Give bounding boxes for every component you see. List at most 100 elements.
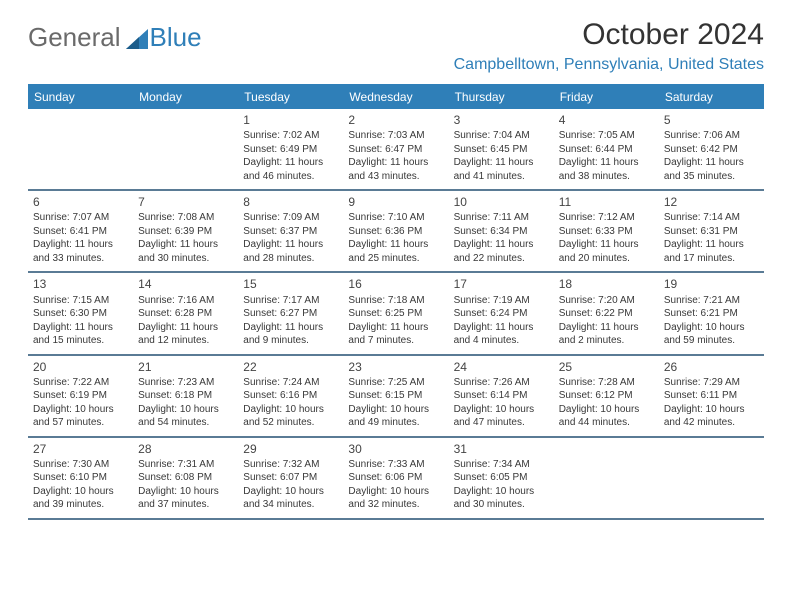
weeks-container: 1Sunrise: 7:02 AMSunset: 6:49 PMDaylight… [28,109,764,520]
sunset-text: Sunset: 6:08 PM [138,471,233,485]
day-cell: 17Sunrise: 7:19 AMSunset: 6:24 PMDayligh… [449,273,554,353]
daylight-text: and 20 minutes. [559,252,654,266]
sunrise-text: Sunrise: 7:31 AM [138,458,233,472]
daylight-text: Daylight: 11 hours [243,238,338,252]
daylight-text: Daylight: 11 hours [348,238,443,252]
sunset-text: Sunset: 6:07 PM [243,471,338,485]
sunrise-text: Sunrise: 7:10 AM [348,211,443,225]
day-header: Saturday [659,86,764,109]
day-header: Monday [133,86,238,109]
day-cell: 11Sunrise: 7:12 AMSunset: 6:33 PMDayligh… [554,191,659,271]
sunset-text: Sunset: 6:44 PM [559,143,654,157]
daylight-text: and 28 minutes. [243,252,338,266]
day-header-row: SundayMondayTuesdayWednesdayThursdayFrid… [28,86,764,109]
sunrise-text: Sunrise: 7:07 AM [33,211,128,225]
daylight-text: and 41 minutes. [454,170,549,184]
sunrise-text: Sunrise: 7:21 AM [664,294,759,308]
calendar-page: General Blue October 2024 Campbelltown, … [0,0,792,612]
daylight-text: Daylight: 11 hours [664,156,759,170]
sunset-text: Sunset: 6:49 PM [243,143,338,157]
daylight-text: Daylight: 11 hours [559,238,654,252]
sunset-text: Sunset: 6:27 PM [243,307,338,321]
logo-triangle-icon [126,29,148,49]
daylight-text: Daylight: 10 hours [454,485,549,499]
daylight-text: Daylight: 10 hours [664,403,759,417]
sunrise-text: Sunrise: 7:04 AM [454,129,549,143]
daylight-text: Daylight: 11 hours [348,321,443,335]
day-number: 7 [138,194,233,210]
daylight-text: and 30 minutes. [454,498,549,512]
daylight-text: Daylight: 10 hours [138,403,233,417]
sunrise-text: Sunrise: 7:33 AM [348,458,443,472]
sunset-text: Sunset: 6:18 PM [138,389,233,403]
sunset-text: Sunset: 6:16 PM [243,389,338,403]
sunrise-text: Sunrise: 7:12 AM [559,211,654,225]
sunset-text: Sunset: 6:37 PM [243,225,338,239]
daylight-text: and 57 minutes. [33,416,128,430]
day-cell: 22Sunrise: 7:24 AMSunset: 6:16 PMDayligh… [238,356,343,436]
day-number: 6 [33,194,128,210]
sunset-text: Sunset: 6:24 PM [454,307,549,321]
daylight-text: and 17 minutes. [664,252,759,266]
daylight-text: and 59 minutes. [664,334,759,348]
day-number: 30 [348,441,443,457]
day-cell: 25Sunrise: 7:28 AMSunset: 6:12 PMDayligh… [554,356,659,436]
daylight-text: Daylight: 10 hours [243,485,338,499]
empty-cell [659,438,764,518]
daylight-text: Daylight: 10 hours [348,485,443,499]
day-number: 5 [664,112,759,128]
sunrise-text: Sunrise: 7:18 AM [348,294,443,308]
sunset-text: Sunset: 6:06 PM [348,471,443,485]
sunset-text: Sunset: 6:22 PM [559,307,654,321]
daylight-text: Daylight: 10 hours [138,485,233,499]
day-cell: 2Sunrise: 7:03 AMSunset: 6:47 PMDaylight… [343,109,448,189]
sunrise-text: Sunrise: 7:29 AM [664,376,759,390]
sunset-text: Sunset: 6:11 PM [664,389,759,403]
daylight-text: Daylight: 10 hours [243,403,338,417]
day-cell: 6Sunrise: 7:07 AMSunset: 6:41 PMDaylight… [28,191,133,271]
daylight-text: and 7 minutes. [348,334,443,348]
day-cell: 21Sunrise: 7:23 AMSunset: 6:18 PMDayligh… [133,356,238,436]
sunrise-text: Sunrise: 7:34 AM [454,458,549,472]
sunrise-text: Sunrise: 7:24 AM [243,376,338,390]
sunset-text: Sunset: 6:19 PM [33,389,128,403]
daylight-text: Daylight: 10 hours [559,403,654,417]
sunrise-text: Sunrise: 7:17 AM [243,294,338,308]
sunset-text: Sunset: 6:45 PM [454,143,549,157]
day-number: 19 [664,276,759,292]
title-block: October 2024 Campbelltown, Pennsylvania,… [454,18,764,74]
day-number: 26 [664,359,759,375]
daylight-text: and 4 minutes. [454,334,549,348]
daylight-text: and 39 minutes. [33,498,128,512]
sunset-text: Sunset: 6:14 PM [454,389,549,403]
daylight-text: Daylight: 11 hours [559,156,654,170]
day-cell: 1Sunrise: 7:02 AMSunset: 6:49 PMDaylight… [238,109,343,189]
header: General Blue October 2024 Campbelltown, … [28,18,764,74]
daylight-text: and 2 minutes. [559,334,654,348]
sunrise-text: Sunrise: 7:16 AM [138,294,233,308]
day-number: 16 [348,276,443,292]
daylight-text: Daylight: 11 hours [664,238,759,252]
daylight-text: and 22 minutes. [454,252,549,266]
sunset-text: Sunset: 6:15 PM [348,389,443,403]
sunset-text: Sunset: 6:30 PM [33,307,128,321]
day-number: 20 [33,359,128,375]
day-cell: 10Sunrise: 7:11 AMSunset: 6:34 PMDayligh… [449,191,554,271]
daylight-text: and 33 minutes. [33,252,128,266]
day-number: 15 [243,276,338,292]
daylight-text: and 52 minutes. [243,416,338,430]
sunset-text: Sunset: 6:41 PM [33,225,128,239]
sunset-text: Sunset: 6:36 PM [348,225,443,239]
month-title: October 2024 [454,18,764,52]
sunrise-text: Sunrise: 7:09 AM [243,211,338,225]
week-row: 27Sunrise: 7:30 AMSunset: 6:10 PMDayligh… [28,438,764,520]
day-number: 13 [33,276,128,292]
day-cell: 9Sunrise: 7:10 AMSunset: 6:36 PMDaylight… [343,191,448,271]
day-cell: 5Sunrise: 7:06 AMSunset: 6:42 PMDaylight… [659,109,764,189]
day-cell: 31Sunrise: 7:34 AMSunset: 6:05 PMDayligh… [449,438,554,518]
sunset-text: Sunset: 6:47 PM [348,143,443,157]
day-cell: 18Sunrise: 7:20 AMSunset: 6:22 PMDayligh… [554,273,659,353]
sunrise-text: Sunrise: 7:20 AM [559,294,654,308]
day-cell: 23Sunrise: 7:25 AMSunset: 6:15 PMDayligh… [343,356,448,436]
sunrise-text: Sunrise: 7:11 AM [454,211,549,225]
